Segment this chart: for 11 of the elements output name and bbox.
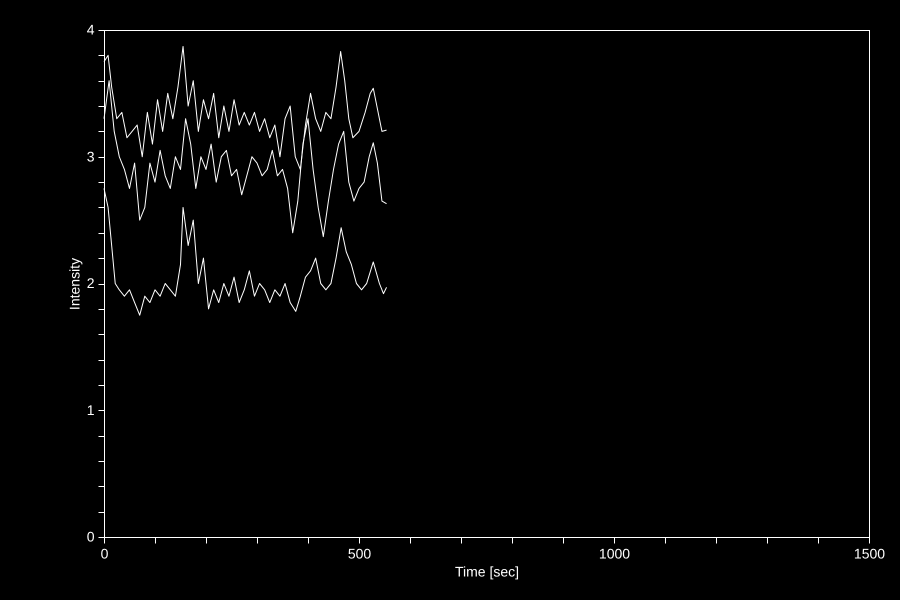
y-tick-label: 1 xyxy=(86,402,95,418)
x-axis-title: Time [sec] xyxy=(454,564,520,580)
x-tick-label: 500 xyxy=(348,546,372,562)
x-tick-label: 1500 xyxy=(854,546,886,562)
y-tick-label: 0 xyxy=(86,528,95,544)
y-tick-label: 3 xyxy=(86,148,95,164)
y-axis-title: Intensity xyxy=(66,258,83,310)
x-tick-label: 0 xyxy=(100,546,109,562)
y-tick-label: 2 xyxy=(86,275,95,291)
x-tick-label: 1000 xyxy=(598,546,630,562)
y-tick-label: 4 xyxy=(86,22,95,38)
